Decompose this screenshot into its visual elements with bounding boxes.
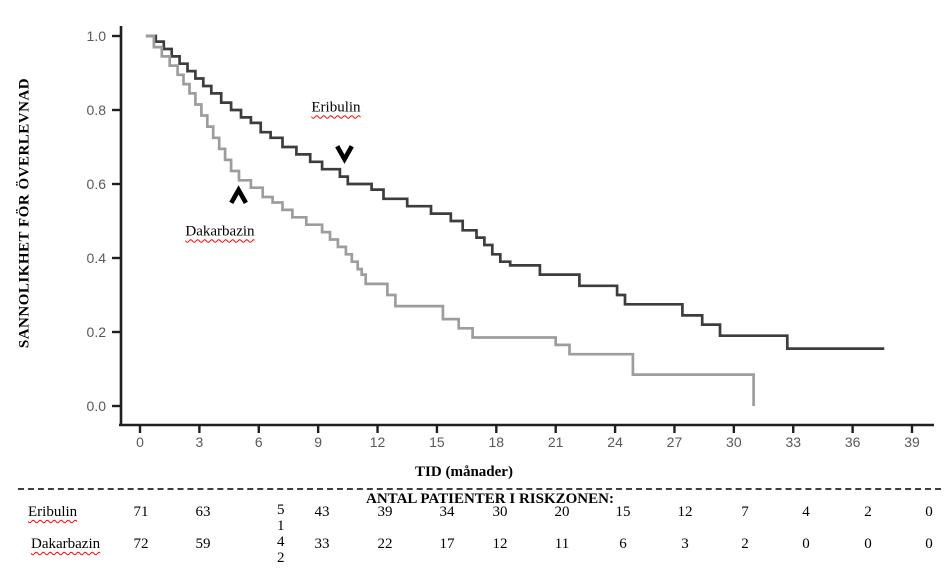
- risk-value: 2: [741, 536, 749, 552]
- x-tick-label: 9: [314, 434, 322, 450]
- x-tick-label: 39: [904, 434, 920, 450]
- dakarbazin-curve: [145, 34, 755, 406]
- x-tick-label: 0: [136, 434, 144, 450]
- risk-value: 33: [314, 536, 330, 552]
- x-tick-label: 24: [607, 434, 623, 450]
- risk-value: 17: [439, 536, 455, 552]
- risk-value: 0: [802, 536, 810, 552]
- risk-value: 3: [681, 536, 689, 552]
- risk-value: 22: [377, 536, 393, 552]
- x-tick-label: 30: [726, 434, 742, 450]
- risk-value: 51: [277, 502, 285, 534]
- risk-value: 63: [195, 504, 211, 520]
- x-tick-label: 12: [370, 434, 386, 450]
- risk-value: 20: [554, 504, 570, 520]
- x-axis-title: TID (månader): [415, 464, 513, 480]
- x-tick-label: 33: [785, 434, 801, 450]
- y-tick-label: 0.2: [87, 324, 107, 340]
- km-chart-svg: 0 3 6 9 12 15 18 21 24 27 30 33 36 391.00.80.60.40.20…: [87, 26, 934, 450]
- x-tick-label: 36: [845, 434, 861, 450]
- risk-value: 15: [615, 504, 631, 520]
- y-tick-label: 0.6: [87, 176, 107, 192]
- risk-value: 30: [492, 504, 508, 520]
- x-tick-label: 27: [667, 434, 683, 450]
- risk-value: 4: [802, 504, 810, 520]
- risk-value: 34: [439, 504, 455, 520]
- risk-value: 59: [195, 536, 211, 552]
- risk-value: 11: [554, 536, 570, 552]
- risk-value: 2: [864, 504, 872, 520]
- risk-value: 12: [677, 504, 693, 520]
- chevron-down-icon: [335, 145, 354, 164]
- series-label-eribulin: Eribulin: [311, 99, 361, 116]
- x-tick-label: 18: [489, 434, 505, 450]
- risk-value: 42: [277, 534, 285, 566]
- risk-value: 6: [619, 536, 627, 552]
- risk-row-label-dakarbazin: Dakarbazin: [31, 536, 101, 552]
- risk-value: 71: [133, 504, 149, 520]
- risk-value: 43: [314, 504, 330, 520]
- risk-value: 12: [492, 536, 508, 552]
- x-tick-label: 21: [548, 434, 564, 450]
- x-tick-label: 6: [255, 434, 263, 450]
- risk-value: 7: [741, 504, 749, 520]
- risk-value: 39: [377, 504, 393, 520]
- series-label-dakarbazin: Dakarbazin: [185, 223, 255, 240]
- y-tick-label: 0.0: [87, 398, 107, 414]
- x-tick-label: 3: [195, 434, 203, 450]
- risk-table-header: ANTAL PATIENTER I RISKZONEN:: [366, 491, 614, 507]
- y-tick-label: 0.8: [87, 102, 107, 118]
- y-tick-label: 0.4: [87, 250, 107, 266]
- eribulin-curve: [145, 34, 885, 350]
- risk-value: 0: [925, 536, 933, 552]
- x-tick-label: 15: [429, 434, 445, 450]
- risk-value: 0: [925, 504, 933, 520]
- risk-value: 72: [133, 536, 149, 552]
- chevron-up-icon: [229, 185, 248, 205]
- y-tick-label: 1.0: [87, 28, 107, 44]
- risk-value: 0: [864, 536, 872, 552]
- risk-table-separator: [18, 488, 941, 490]
- risk-row-label-eribulin: Eribulin: [28, 504, 78, 520]
